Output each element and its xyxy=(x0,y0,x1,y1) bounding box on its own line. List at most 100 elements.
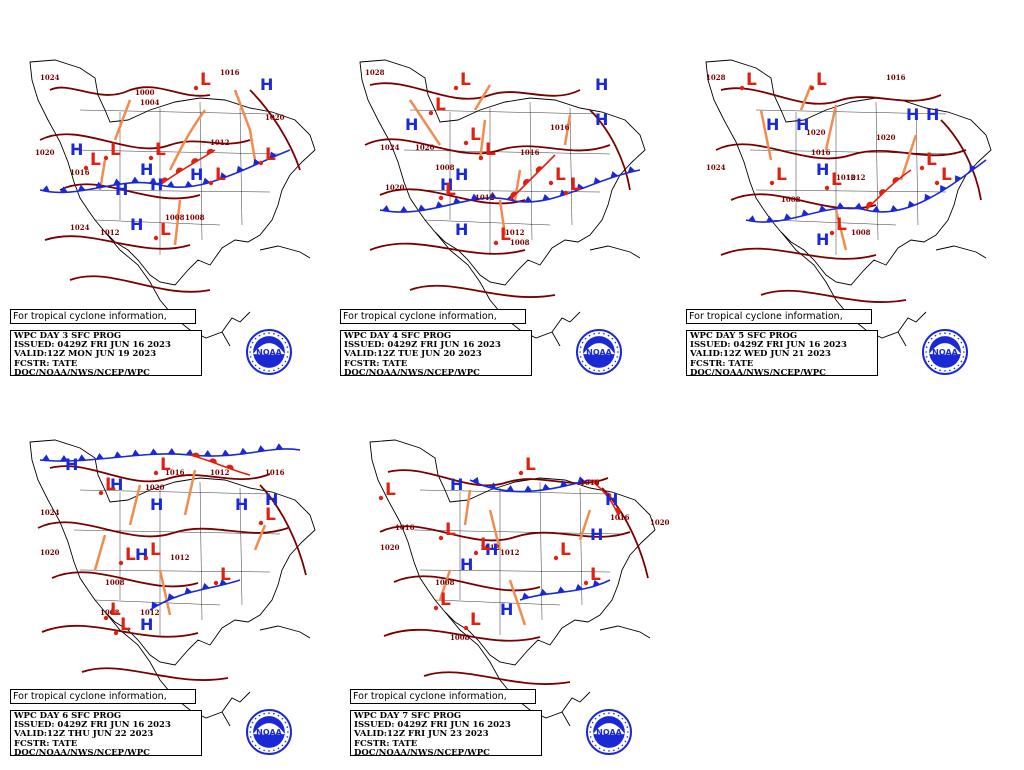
cold-front-triangle xyxy=(907,200,916,208)
low-pressure-center: L xyxy=(125,545,136,565)
low-pressure-center: L xyxy=(926,150,937,170)
isobar xyxy=(59,183,201,200)
high-pressure-center: H xyxy=(130,215,143,234)
low-center-dot xyxy=(739,85,745,91)
warm-front-semicircle xyxy=(225,464,234,470)
low-center-dot xyxy=(438,195,444,201)
cold-front-triangle xyxy=(131,449,140,456)
issued-time: ISSUED: 0429Z FRI JUN 16 2023 xyxy=(344,340,501,351)
forecast-title: WPC DAY 4 SFC PROG xyxy=(344,331,452,341)
cold-front-triangle xyxy=(955,175,962,183)
cold-front-triangle xyxy=(488,482,497,490)
forecaster: FCSTR: TATE xyxy=(354,738,418,749)
cold-front-triangle xyxy=(219,578,228,586)
low-pressure-center: L xyxy=(220,565,231,585)
warm-front-semicircle xyxy=(535,166,543,174)
panel-day4: 1028 1024 1020 1016 1012 1008 1016 1020 1012 1008… xyxy=(340,50,670,390)
high-pressure-center: H xyxy=(485,540,498,559)
trough-line xyxy=(899,134,918,181)
isobar-label: 1020 xyxy=(145,483,165,492)
low-pressure-center: L xyxy=(105,475,116,495)
cold-front-triangle xyxy=(577,476,586,484)
cold-front-triangle xyxy=(275,443,284,450)
high-pressure-center: H xyxy=(235,495,248,514)
state-border xyxy=(239,487,243,606)
state-border xyxy=(79,569,271,573)
isobar xyxy=(409,284,556,298)
cold-front-triangle xyxy=(559,189,568,197)
isobar-label: 1012 xyxy=(210,468,230,477)
cold-front-triangle xyxy=(521,592,530,600)
surface-map: 1024102010161012100810121016102010121008… xyxy=(29,439,316,727)
surface-map: 1028 1024 1020 1016 1012 1008 1020 1016 1012 1008… xyxy=(705,59,992,347)
isobar-label: 1028 xyxy=(365,68,385,77)
isobar-label: 1024 xyxy=(40,508,60,517)
trough-line xyxy=(799,84,813,111)
isobar-label: 1008 xyxy=(450,633,470,642)
isobar-label: 1024 xyxy=(706,163,726,172)
low-center-dot xyxy=(148,155,154,161)
isobar-label: 1012 xyxy=(500,548,520,557)
low-pressure-center: L xyxy=(460,70,471,90)
cold-front-triangle xyxy=(435,201,444,209)
cold-front-triangle xyxy=(166,180,175,188)
state-border xyxy=(239,107,243,226)
state-border xyxy=(424,219,551,226)
cold-front-triangle xyxy=(131,176,140,183)
low-center-dot xyxy=(518,470,524,476)
mexico-coastline xyxy=(104,611,251,727)
caribbean-coastline xyxy=(589,245,641,259)
trough-line xyxy=(759,109,773,161)
high-pressure-center: H xyxy=(595,110,608,129)
isobar-label: 1016 xyxy=(610,513,630,522)
low-pressure-center: L xyxy=(776,165,787,185)
high-pressure-center: H xyxy=(150,175,163,194)
trough-line xyxy=(824,104,838,151)
isobar-label: 1016 xyxy=(165,468,185,477)
isobar-label: 1016 xyxy=(520,148,540,157)
state-border xyxy=(755,189,947,193)
trough-line xyxy=(168,109,207,171)
high-pressure-center: H xyxy=(500,600,513,619)
high-pressure-center: H xyxy=(455,165,468,184)
valid-time: VALID:12Z WED JUN 21 2023 xyxy=(690,349,831,360)
warm-front-semicircle xyxy=(209,458,217,464)
forecaster: FCSTR: TATE xyxy=(690,358,754,369)
low-center-dot xyxy=(378,495,384,501)
cold-front-triangle xyxy=(239,447,248,455)
low-center-dot xyxy=(438,535,444,541)
warm-front-semicircle xyxy=(510,191,518,199)
forecaster: FCSTR: TATE xyxy=(14,358,78,369)
isobar-label: 1020 xyxy=(40,548,60,557)
low-center-dot xyxy=(153,235,159,241)
panel-day5: 1028 1024 1020 1016 1012 1008 1020 1016 1012 1008… xyxy=(686,50,1016,390)
warm-front xyxy=(865,169,912,211)
high-pressure-center: H xyxy=(140,160,153,179)
noaa-logo-icon: NOAA xyxy=(246,709,292,755)
cold-front-triangle xyxy=(872,205,881,213)
warm-front xyxy=(589,479,621,521)
forecast-info-box: WPC DAY 6 SFC PROG ISSUED: 0429Z FRI JUN … xyxy=(10,710,202,758)
forecast-info-box: WPC DAY 7 SFC PROG ISSUED: 0429Z FRI JUN … xyxy=(350,710,542,758)
cold-front-triangle xyxy=(470,193,479,201)
high-pressure-center: H xyxy=(190,165,203,184)
cold-front-triangle xyxy=(184,180,193,188)
trough-line xyxy=(488,509,502,551)
high-pressure-center: H xyxy=(595,75,608,94)
high-pressure-center: H xyxy=(450,475,463,494)
state-border xyxy=(770,219,897,226)
cold-front-triangle xyxy=(453,197,461,204)
isobar-label: 1008 xyxy=(435,163,455,172)
noaa-logo-text: NOAA xyxy=(256,348,282,357)
cold-front-triangle xyxy=(783,213,792,221)
low-center-dot xyxy=(453,85,459,91)
issued-time: ISSUED: 0429Z FRI JUN 16 2023 xyxy=(14,720,171,731)
low-pressure-center: L xyxy=(265,145,276,165)
high-pressure-center: H xyxy=(135,545,148,564)
cold-front-triangle xyxy=(524,196,533,203)
isobar xyxy=(259,484,307,576)
low-center-dot xyxy=(83,165,89,171)
isobar xyxy=(37,521,289,538)
low-center-dot xyxy=(548,180,554,186)
